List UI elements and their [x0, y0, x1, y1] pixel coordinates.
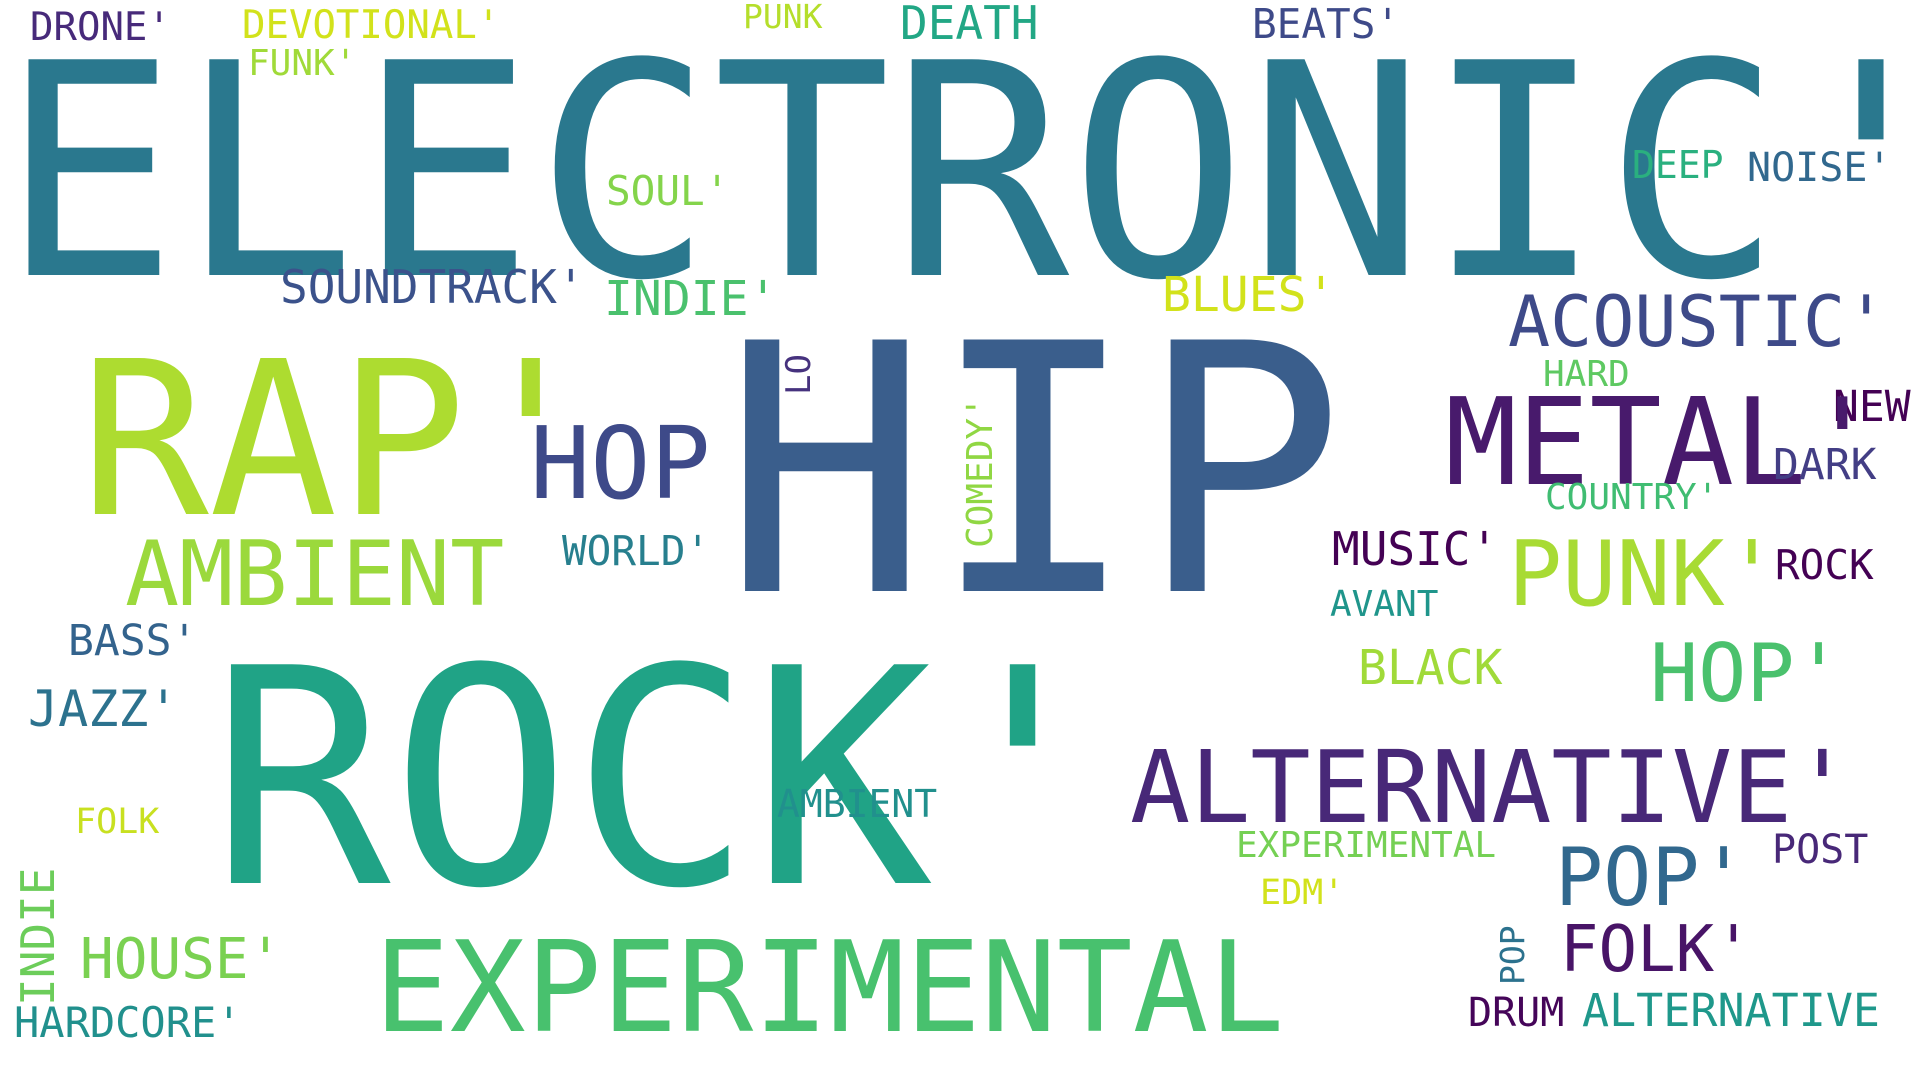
- word-hop-left: HOP: [530, 405, 711, 522]
- word-acoustic: ACOUSTIC': [1508, 281, 1888, 363]
- word-blues: BLUES': [1162, 267, 1336, 323]
- word-music: MUSIC': [1332, 522, 1499, 576]
- word-country: COUNTRY': [1545, 477, 1719, 518]
- word-electronic: ELECTRONIC': [0, 0, 1920, 345]
- word-folk-small: FOLK: [75, 802, 160, 842]
- word-noise: NOISE': [1747, 145, 1892, 191]
- word-jazz: JAZZ': [28, 680, 179, 738]
- word-rap: RAP': [80, 316, 596, 565]
- word-hip: HIP: [722, 272, 1346, 673]
- word-beats: BEATS': [1252, 0, 1401, 48]
- word-hard: HARD: [1543, 354, 1630, 395]
- word-indie-vertical: INDIE: [11, 867, 65, 1006]
- word-pop-vertical: POP: [1493, 925, 1532, 985]
- word-death: DEATH: [900, 0, 1039, 50]
- word-soul: SOUL': [606, 167, 730, 215]
- word-rock-small: ROCK: [1775, 541, 1874, 589]
- word-rock: ROCK': [210, 605, 1114, 954]
- word-punk-small: PUNK: [743, 0, 823, 36]
- word-metal: METAL': [1445, 374, 1879, 513]
- word-world: WORLD': [562, 527, 711, 575]
- word-ambient-small: AMBIENT: [777, 782, 938, 826]
- word-house: HOUSE': [80, 927, 283, 992]
- word-bass: BASS': [68, 616, 198, 666]
- word-lo: LO: [779, 354, 819, 395]
- word-drum: DRUM: [1468, 990, 1565, 1036]
- word-ambient-large: AMBIENT: [125, 522, 505, 627]
- word-punk: PUNK': [1508, 522, 1779, 627]
- word-deep: DEEP: [1632, 143, 1724, 187]
- word-experimental-large: EXPERIMENTAL: [374, 914, 1285, 1061]
- word-pop-quote: POP': [1555, 831, 1748, 924]
- word-dark: DARK: [1773, 440, 1877, 490]
- word-soundtrack: SOUNDTRACK': [280, 260, 585, 314]
- word-black: BLACK: [1358, 640, 1503, 696]
- word-alternative-small: ALTERNATIVE: [1582, 984, 1881, 1037]
- word-edm: EDM': [1260, 873, 1345, 913]
- word-hop-right: HOP': [1650, 627, 1843, 720]
- word-avant: AVANT: [1330, 584, 1439, 625]
- word-alternative-large: ALTERNATIVE': [1130, 729, 1853, 846]
- word-new: NEW: [1833, 382, 1911, 432]
- word-folk: FOLK': [1560, 913, 1753, 987]
- word-devotional: DEVOTIONAL': [242, 3, 501, 48]
- word-post: POST: [1772, 827, 1869, 873]
- word-comedy: COMEDY': [960, 396, 1001, 548]
- word-drone: DRONE': [30, 5, 171, 50]
- word-funk: FUNK': [248, 43, 357, 84]
- word-hardcore: HARDCORE': [14, 998, 242, 1047]
- word-indie: INDIE': [604, 271, 778, 327]
- word-experimental-small: EXPERIMENTAL: [1236, 825, 1497, 866]
